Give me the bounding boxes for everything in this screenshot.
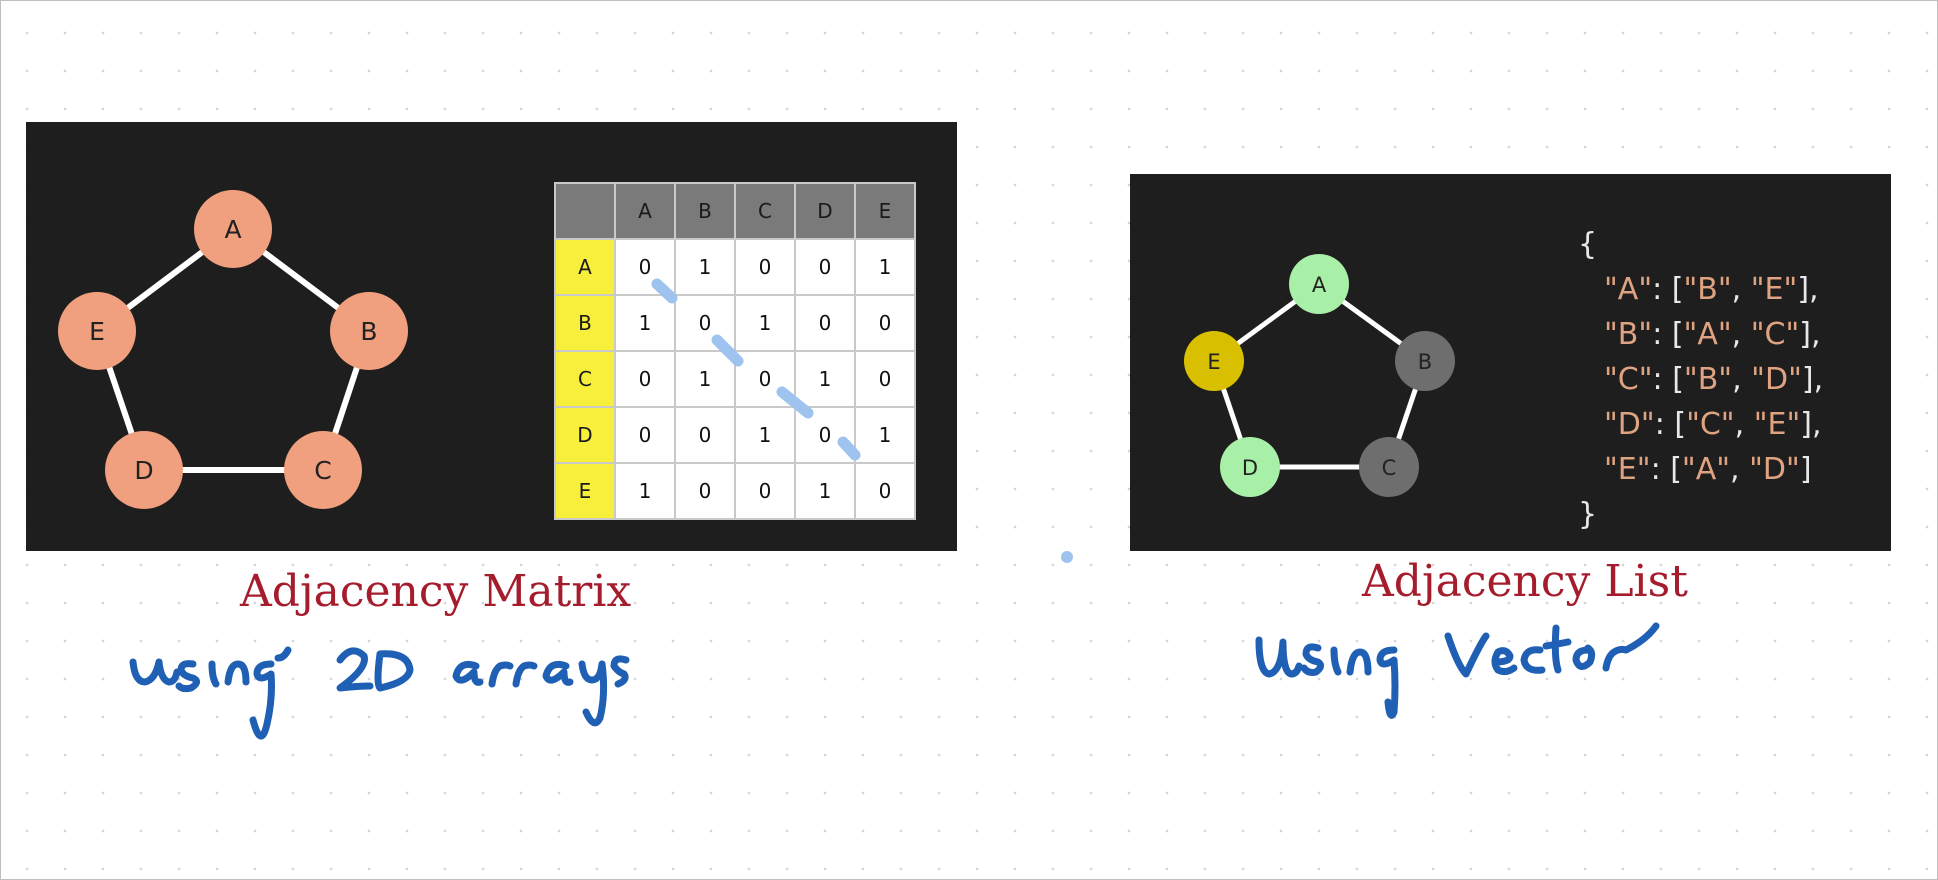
matrix-node-e: E [58, 292, 136, 370]
matrix-node-a: A [194, 190, 272, 268]
matrix-cell: 1 [674, 350, 736, 408]
matrix-row-header: C [554, 350, 616, 408]
matrix-header-row: A B C D E [554, 182, 916, 240]
matrix-cell: 1 [674, 238, 736, 296]
matrix-node-d: D [105, 431, 183, 509]
matrix-col-header: A [614, 182, 676, 240]
handwriting-using-vector [1255, 622, 1660, 719]
entry-value: "C" [1750, 317, 1800, 352]
matrix-cell: 0 [614, 350, 676, 408]
entry-key: "D" [1604, 407, 1655, 442]
caption-adjacency-matrix: Adjacency Matrix [240, 566, 632, 617]
matrix-col-header: C [734, 182, 796, 240]
close-brace: } [1578, 497, 1598, 532]
adjacency-matrix-table: A B C D E A 0 1 0 0 1 B 1 0 1 0 0 C 0 1 … [554, 182, 916, 520]
entry-value: "E" [1750, 272, 1798, 307]
svg-text:A: A [1312, 273, 1327, 297]
svg-text:D: D [1242, 456, 1258, 480]
handwriting-using-2d-arrays [129, 646, 630, 740]
matrix-cell: 0 [674, 462, 736, 520]
list-node-e: E [1184, 331, 1244, 391]
list-entry-b: "B": ["A", "C"], [1604, 317, 1821, 352]
matrix-col-header: E [854, 182, 916, 240]
svg-text:D: D [134, 456, 153, 485]
matrix-cell: 1 [794, 350, 856, 408]
matrix-row-header: B [554, 294, 616, 352]
list-node-a: A [1289, 254, 1349, 314]
matrix-cell: 0 [794, 238, 856, 296]
matrix-row-header: D [554, 406, 616, 464]
entry-value: "E" [1753, 407, 1801, 442]
matrix-cell: 1 [734, 406, 796, 464]
list-node-d: D [1220, 437, 1280, 497]
svg-text:E: E [89, 317, 105, 346]
matrix-cell: 1 [794, 462, 856, 520]
list-entry-d: "D": ["C", "E"], [1604, 407, 1822, 442]
svg-text:A: A [224, 215, 241, 244]
matrix-cell: 1 [854, 238, 916, 296]
matrix-col-header: B [674, 182, 736, 240]
svg-text:C: C [1382, 456, 1397, 480]
matrix-cell: 0 [854, 462, 916, 520]
list-entry-c: "C": ["B", "D"], [1604, 362, 1824, 397]
entry-value: "C" [1686, 407, 1735, 442]
matrix-cell: 1 [614, 294, 676, 352]
matrix-col-header: D [794, 182, 856, 240]
entry-value: "A" [1683, 317, 1732, 352]
entry-key: "A" [1604, 272, 1653, 307]
matrix-row-header: A [554, 238, 616, 296]
pen-dot [1061, 551, 1073, 563]
diagonal-highlight [651, 278, 861, 461]
matrix-cell: 0 [854, 294, 916, 352]
svg-text:B: B [360, 317, 377, 346]
entry-value: "A" [1681, 452, 1731, 487]
matrix-row-header: E [554, 462, 616, 520]
matrix-row: E 1 0 0 1 0 [554, 462, 916, 520]
entry-value: "B" [1683, 362, 1733, 397]
entry-value: "B" [1683, 272, 1732, 307]
matrix-cell: 1 [614, 462, 676, 520]
entry-key: "E" [1604, 452, 1651, 487]
list-node-b: B [1395, 331, 1455, 391]
entry-value: "D" [1751, 362, 1802, 397]
matrix-cell: 1 [854, 406, 916, 464]
entry-key: "C" [1604, 362, 1653, 397]
matrix-row: D 0 0 1 0 1 [554, 406, 916, 464]
svg-text:C: C [314, 456, 331, 485]
svg-text:E: E [1207, 350, 1220, 374]
matrix-row: A 0 1 0 0 1 [554, 238, 916, 296]
matrix-cell: 0 [674, 406, 736, 464]
matrix-node-b: B [330, 292, 408, 370]
open-brace: { [1578, 227, 1598, 262]
matrix-cell: 1 [734, 294, 796, 352]
matrix-node-c: C [284, 431, 362, 509]
adjacency-list-code: {"A": ["B", "E"], "B": ["A", "C"], "C": ["… [1578, 222, 1823, 537]
matrix-cell: 0 [794, 294, 856, 352]
list-entry-e: "E": ["A", "D"] [1604, 452, 1812, 487]
matrix-cell: 0 [734, 462, 796, 520]
matrix-cell: 0 [614, 406, 676, 464]
caption-adjacency-list: Adjacency List [1362, 556, 1688, 607]
entry-value: "D" [1749, 452, 1800, 487]
list-node-c: C [1359, 437, 1419, 497]
list-entry-a: "A": ["B", "E"], [1604, 272, 1819, 307]
matrix-cell: 0 [734, 238, 796, 296]
svg-text:B: B [1418, 350, 1432, 374]
matrix-corner-cell [554, 182, 616, 240]
matrix-cell: 0 [854, 350, 916, 408]
entry-key: "B" [1604, 317, 1653, 352]
